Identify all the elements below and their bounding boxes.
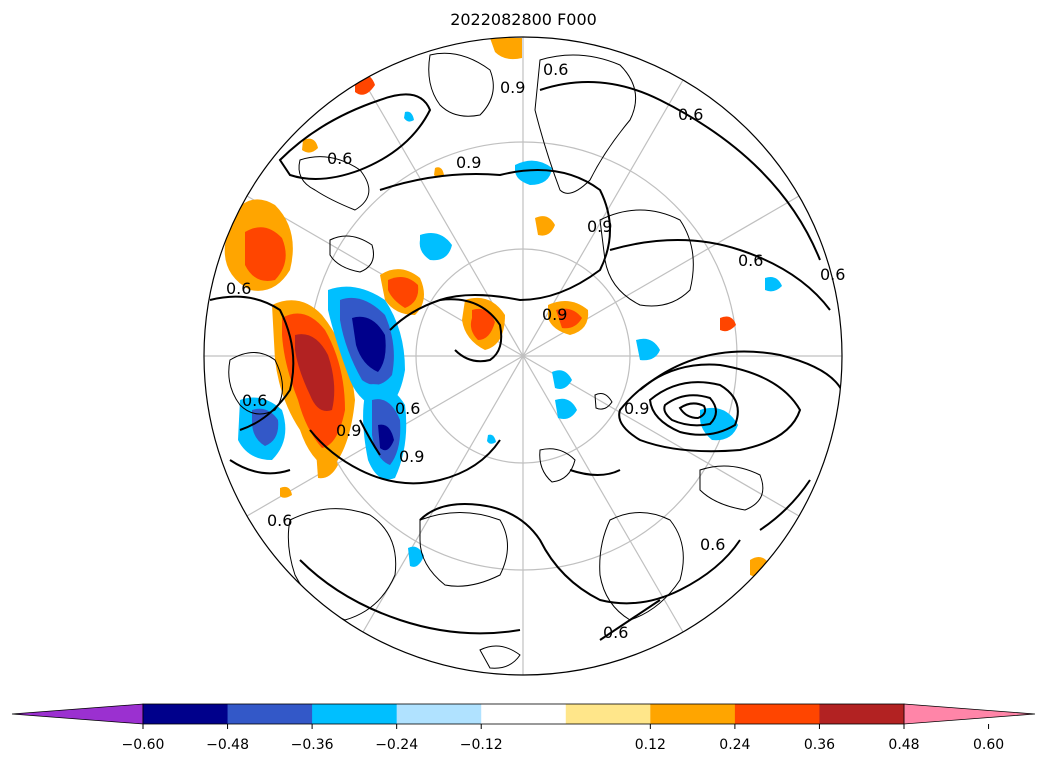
colorbar-bin	[143, 704, 229, 724]
map-boundary	[203, 36, 843, 676]
colorbar-tick-label: −0.48	[206, 737, 249, 753]
contour-label: 0.6	[543, 60, 568, 79]
contour-label: 0.6	[267, 511, 292, 530]
contour-label: 0.9	[624, 399, 649, 418]
colorbar-bin	[312, 704, 398, 724]
colorbar-frame	[142, 703, 905, 725]
contour-label: 0.6	[700, 535, 725, 554]
colorbar-bin	[734, 704, 820, 724]
contour-label-group: 0.6 0.9 0.6 0.6 0.9 0.6 0.6 0.6 0.9 0.9 …	[226, 60, 845, 642]
anomaly-fields	[224, 38, 782, 577]
colorbar-bin	[565, 704, 651, 724]
colorbar-tick-label: −0.24	[375, 737, 418, 753]
colorbar-tick-label: −0.36	[291, 737, 334, 753]
contour-label: 0.6	[226, 279, 251, 298]
colorbar-tick-label: −0.12	[460, 737, 503, 753]
contour-lines	[209, 81, 842, 641]
colorbar-over-arrow	[903, 703, 1036, 725]
contour-label: 0.6	[327, 149, 352, 168]
map-title: 2022082800 F000	[450, 10, 597, 29]
map-disk	[204, 37, 842, 675]
colorbar-bin	[481, 704, 567, 724]
colorbar-bin	[227, 704, 313, 724]
contour-label: 0.9	[399, 447, 424, 466]
colorbar-bin	[819, 704, 905, 724]
contour-label: 0.6	[603, 623, 628, 642]
colorbar-tick-label: 0.36	[804, 737, 835, 753]
colorbar-under-arrow	[11, 703, 144, 725]
contour-label: 0.9	[587, 217, 612, 236]
contour-label: 0.6	[678, 105, 703, 124]
colorbar-tick-label: 0.60	[973, 737, 1004, 753]
contour-label: 0.9	[336, 421, 361, 440]
contour-label: 0.6	[242, 391, 267, 410]
contour-label: 0.6	[738, 251, 763, 270]
colorbar-tick-label: 0.48	[888, 737, 919, 753]
colorbar: −0.60 −0.48 −0.36 −0.24 −0.12 0.12 0.24 0.36 0.4…	[11, 703, 1036, 753]
contour-label: 0.9	[500, 78, 525, 97]
contour-label: 0.9	[456, 153, 481, 172]
contour-label: 0.9	[542, 305, 567, 324]
colorbar-tick-label: 0.12	[635, 737, 666, 753]
colorbar-tick-label: 0.24	[719, 737, 750, 753]
colorbar-tick-label: −0.60	[122, 737, 165, 753]
contour-label: 0.6	[395, 399, 420, 418]
contour-label: 0.6	[820, 265, 845, 284]
colorbar-bin	[396, 704, 482, 724]
colorbar-bin	[650, 704, 736, 724]
